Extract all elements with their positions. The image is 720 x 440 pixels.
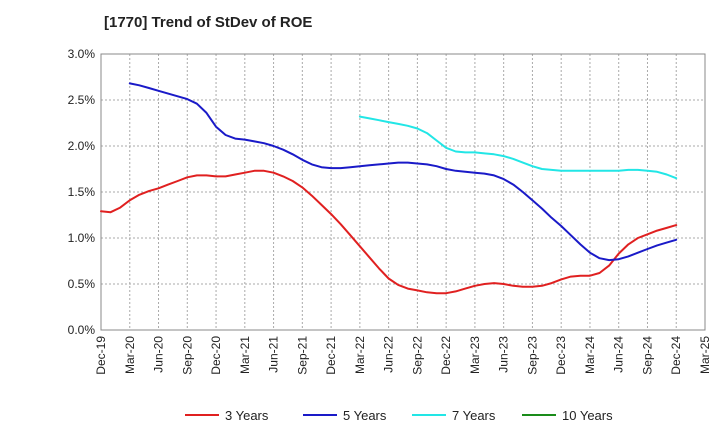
x-tick-label: Sep-20 (180, 336, 194, 375)
x-tick-label: Jun-21 (267, 336, 281, 373)
x-tick-label: Sep-22 (410, 336, 424, 375)
x-tick-label: Dec-19 (94, 336, 108, 375)
chart-title: [1770] Trend of StDev of ROE (104, 14, 313, 31)
x-tick-label: Sep-23 (525, 336, 539, 375)
axis-labels: 0.0% 0.5% 1.0% 1.5% 2.0% 2.5% 3.0% Dec-19 Mar-20… (68, 47, 712, 375)
x-tick-label: Mar-21 (238, 336, 252, 374)
x-tick-label: Dec-20 (209, 336, 223, 375)
x-tick-label: Mar-20 (123, 336, 137, 374)
x-tick-label: Jun-23 (497, 336, 511, 373)
x-tick-label: Sep-24 (640, 336, 654, 375)
series-line-2 (128, 82, 678, 262)
x-tick-label: Mar-25 (698, 336, 712, 374)
y-tick-label: 3.0% (68, 47, 96, 61)
series-lines (100, 82, 678, 295)
legend-label: 3 Years (225, 408, 269, 423)
x-tick-label: Sep-21 (295, 336, 309, 375)
x-tick-label: Dec-23 (554, 336, 568, 375)
x-tick-label: Jun-24 (612, 336, 626, 373)
grid-lines (101, 54, 705, 330)
x-tick-label: Mar-23 (468, 336, 482, 374)
y-tick-label: 0.0% (68, 323, 96, 337)
series-line-3 (358, 115, 678, 180)
series-line-1 (100, 169, 678, 295)
y-tick-label: 2.0% (68, 139, 96, 153)
x-tick-label: Dec-24 (669, 336, 683, 375)
y-tick-label: 1.5% (68, 185, 96, 199)
y-tick-label: 0.5% (68, 277, 96, 291)
x-tick-label: Mar-24 (583, 336, 597, 374)
legend-label: 5 Years (343, 408, 387, 423)
y-tick-label: 2.5% (68, 93, 96, 107)
legend: 3 Years 5 Years 7 Years 10 Years (185, 408, 613, 423)
plot-area-border (100, 53, 706, 331)
x-tick-label: Jun-20 (152, 336, 166, 373)
x-tick-label: Dec-22 (439, 336, 453, 375)
x-tick-label: Mar-22 (353, 336, 367, 374)
x-tick-label: Dec-21 (324, 336, 338, 375)
legend-label: 10 Years (562, 408, 613, 423)
x-tick-label: Jun-22 (382, 336, 396, 373)
legend-label: 7 Years (452, 408, 496, 423)
y-tick-label: 1.0% (68, 231, 96, 245)
